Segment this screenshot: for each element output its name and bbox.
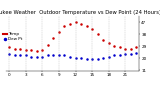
- Legend: Temp, Dew Pt: Temp, Dew Pt: [3, 32, 23, 41]
- Title: Milwaukee Weather  Outdoor Temperature vs Dew Point (24 Hours): Milwaukee Weather Outdoor Temperature vs…: [0, 10, 160, 15]
